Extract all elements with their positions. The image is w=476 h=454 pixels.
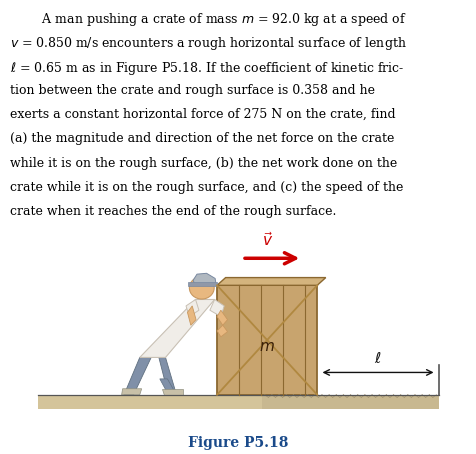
Polygon shape — [159, 357, 176, 395]
Polygon shape — [124, 357, 151, 395]
Polygon shape — [38, 395, 262, 409]
Polygon shape — [187, 306, 196, 325]
Polygon shape — [217, 310, 227, 325]
Circle shape — [189, 277, 214, 299]
Text: Figure P5.18: Figure P5.18 — [188, 436, 288, 450]
Text: $\vec{v}$: $\vec{v}$ — [261, 231, 272, 249]
Polygon shape — [217, 325, 227, 337]
Text: $v$ = 0.850 m/s encounters a rough horizontal surface of length: $v$ = 0.850 m/s encounters a rough horiz… — [10, 35, 406, 53]
Polygon shape — [217, 277, 325, 285]
Polygon shape — [217, 285, 317, 395]
Text: tion between the crate and rough surface is 0.358 and he: tion between the crate and rough surface… — [10, 84, 374, 97]
Polygon shape — [139, 300, 214, 357]
Text: A man pushing a crate of mass $m$ = 92.0 kg at a speed of: A man pushing a crate of mass $m$ = 92.0… — [10, 11, 406, 28]
Text: crate when it reaches the end of the rough surface.: crate when it reaches the end of the rou… — [10, 205, 335, 218]
Polygon shape — [193, 273, 216, 285]
Text: crate while it is on the rough surface, and (c) the speed of the: crate while it is on the rough surface, … — [10, 181, 402, 194]
Polygon shape — [186, 300, 198, 316]
Text: (a) the magnitude and direction of the net force on the crate: (a) the magnitude and direction of the n… — [10, 132, 393, 145]
Text: while it is on the rough surface, (b) the net work done on the: while it is on the rough surface, (b) th… — [10, 157, 396, 169]
Polygon shape — [162, 389, 182, 395]
Text: $m$: $m$ — [258, 340, 275, 354]
Polygon shape — [262, 395, 438, 409]
Text: $\ell$: $\ell$ — [374, 351, 381, 366]
Polygon shape — [188, 282, 217, 286]
Text: $\ell$ = 0.65 m as in Figure P5.18. If the coefficient of kinetic fric-: $\ell$ = 0.65 m as in Figure P5.18. If t… — [10, 59, 403, 77]
Polygon shape — [209, 300, 224, 316]
Polygon shape — [159, 379, 176, 395]
Text: exerts a constant horizontal force of 275 N on the crate, find: exerts a constant horizontal force of 27… — [10, 108, 394, 121]
Polygon shape — [121, 389, 141, 395]
